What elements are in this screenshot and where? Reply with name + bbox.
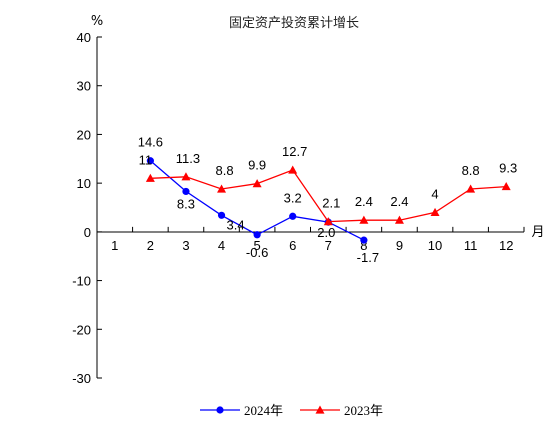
data-point [252,179,262,188]
data-point [289,212,297,220]
chart-title: 固定资产投资累计增长 [229,15,359,31]
data-point [181,172,191,181]
data-label: 2.4 [390,194,408,209]
data-label: 9.9 [248,158,266,173]
data-label: 4 [431,186,438,201]
x-tick-label: 3 [182,238,189,253]
y-tick-label: -30 [72,371,91,386]
y-tick-label: -10 [72,274,91,289]
data-point [145,173,155,182]
x-tick-label: 5 [254,238,261,253]
data-point [217,211,226,219]
x-tick-label: 6 [289,238,296,253]
y-tick-label: -20 [72,322,91,337]
data-point [360,236,368,244]
data-point [217,184,227,193]
series-group: 14.6 8.3 3.4-0.6 3.2 2.0 -1.7 11 11.3 8.8 9.9 12.7… [138,135,518,265]
data-label: -1.7 [357,250,379,265]
x-tick-label: 2 [147,238,154,253]
data-point [182,187,190,196]
data-label: 2.1 [322,196,340,211]
y-axis-ticks: 40 30 20 10 0 -10 -20 -30 [72,30,102,386]
data-point [323,217,333,226]
data-point [253,231,261,239]
data-label: 8.3 [177,196,195,211]
data-point [146,157,154,165]
data-label: 3.2 [284,190,302,205]
x-tick-label: 8 [360,238,367,253]
data-label: 8.8 [462,163,480,178]
x-tick-label: 11 [464,238,478,253]
data-point [466,184,476,193]
data-label: 11 [139,152,153,167]
data-point [288,165,298,174]
data-label: 12.7 [282,144,307,159]
legend-marker [216,406,224,414]
legend-marker [315,405,325,414]
x-tick-label: 9 [396,238,403,253]
y-tick-label: 10 [77,176,91,191]
y-tick-label: 0 [84,225,91,240]
y-tick-label: 20 [77,127,91,142]
data-label: 14.6 [138,135,163,150]
legend-label: 2023年 [344,403,383,418]
data-point [359,215,369,224]
data-point [394,215,404,224]
data-label: 8.8 [216,163,234,178]
data-label: -0.6 [246,245,268,260]
data-point [501,182,511,191]
x-axis-unit: 月 [531,225,544,240]
data-label: 11.3 [176,151,200,166]
y-tick-label: 30 [77,79,91,94]
x-tick-label: 10 [428,238,442,253]
data-label: 2.0 [317,225,335,240]
x-axis-ticks: 1 2 3 4 5 6 7 8 9 10 11 12 [111,226,525,253]
legend: 2024年 2023年 [200,403,383,418]
x-tick-label: 7 [325,238,332,253]
y-tick-label: 40 [77,30,91,45]
y-axis-unit: % [91,14,103,29]
x-tick-label: 1 [111,238,118,253]
x-tick-label: 4 [218,238,225,253]
data-point [430,207,440,216]
data-label: 2.4 [355,194,373,209]
legend-label: 2024年 [244,403,283,418]
data-label: 3.4 [227,217,245,232]
data-label: 9.3 [499,161,517,176]
x-tick-label: 12 [499,238,513,253]
